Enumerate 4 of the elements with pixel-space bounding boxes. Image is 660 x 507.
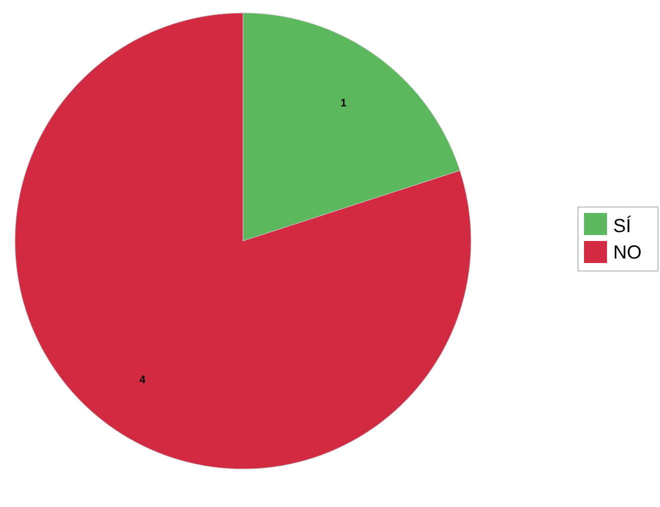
data-label: 1	[341, 98, 346, 106]
legend-label: NO	[614, 245, 641, 259]
data-label: 4	[140, 376, 146, 384]
legend-label: SÍ	[614, 216, 632, 232]
